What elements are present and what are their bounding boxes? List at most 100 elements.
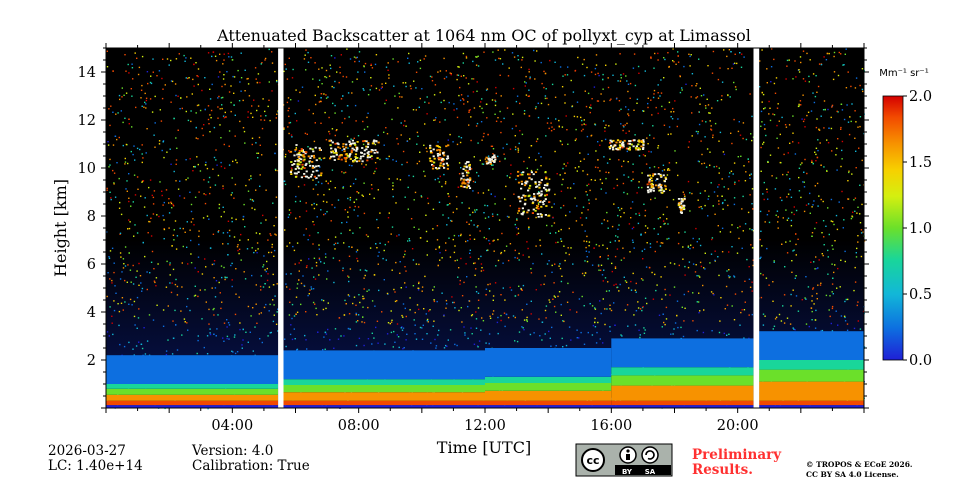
backscatter-speckle: [149, 81, 152, 84]
backscatter-speckle: [247, 83, 250, 85]
backscatter-speckle: [771, 175, 773, 177]
cloud-point: [300, 158, 303, 161]
backscatter-speckle: [728, 251, 730, 253]
cloud-point: [646, 186, 650, 189]
backscatter-speckle: [643, 248, 646, 250]
backscatter-speckle: [190, 239, 192, 242]
cloud-point: [318, 147, 321, 150]
backscatter-speckle: [517, 55, 519, 57]
backscatter-speckle: [353, 296, 356, 298]
backscatter-speckle: [668, 169, 671, 171]
backscatter-speckle: [585, 191, 587, 193]
backscatter-speckle: [386, 133, 389, 135]
backscatter-speckle: [412, 259, 415, 261]
backscatter-speckle: [730, 132, 732, 134]
cloud-point: [337, 146, 340, 149]
backscatter-speckle: [586, 173, 589, 176]
backscatter-speckle: [407, 240, 409, 242]
backscatter-speckle: [364, 62, 367, 65]
cloud-point: [539, 201, 542, 203]
backscatter-speckle: [134, 52, 136, 54]
cloud-point: [373, 151, 376, 154]
backscatter-speckle: [539, 239, 541, 241]
backscatter-speckle: [175, 248, 178, 250]
backscatter-speckle: [613, 187, 615, 189]
backscatter-speckle: [119, 201, 121, 204]
backscatter-speckle: [292, 68, 294, 71]
backscatter-speckle: [405, 270, 407, 272]
cloud-point: [369, 156, 372, 159]
backscatter-speckle: [176, 294, 179, 296]
backscatter-speckle: [407, 208, 409, 210]
backscatter-speckle: [299, 216, 301, 218]
backscatter-speckle: [150, 75, 152, 77]
backscatter-speckle: [228, 229, 231, 232]
backscatter-speckle: [185, 77, 187, 79]
boundary-layer-band: [283, 385, 485, 393]
backscatter-speckle: [535, 245, 537, 247]
backscatter-speckle: [342, 267, 344, 269]
cloud-point: [544, 198, 547, 201]
backscatter-speckle: [106, 189, 108, 191]
backscatter-speckle: [528, 71, 530, 73]
backscatter-speckle: [611, 270, 613, 273]
backscatter-speckle: [355, 314, 357, 316]
backscatter-speckle: [488, 333, 491, 335]
cloud-point: [313, 166, 316, 169]
backscatter-speckle: [818, 129, 821, 131]
backscatter-speckle: [624, 309, 627, 311]
cloud-point: [647, 174, 650, 177]
backscatter-speckle: [170, 202, 173, 205]
cloud-point: [677, 198, 681, 200]
backscatter-speckle: [328, 75, 331, 77]
backscatter-speckle: [448, 195, 450, 198]
backscatter-speckle: [454, 343, 456, 346]
backscatter-speckle: [132, 283, 135, 285]
backscatter-speckle: [500, 121, 502, 123]
backscatter-speckle: [419, 97, 421, 100]
backscatter-speckle: [499, 74, 501, 76]
backscatter-speckle: [695, 130, 698, 133]
backscatter-speckle: [712, 50, 715, 53]
backscatter-speckle: [670, 111, 672, 113]
backscatter-speckle: [692, 320, 694, 322]
backscatter-speckle: [349, 58, 352, 60]
backscatter-speckle: [847, 198, 849, 200]
backscatter-speckle: [322, 349, 324, 351]
backscatter-speckle: [668, 126, 671, 128]
backscatter-speckle: [454, 245, 456, 247]
backscatter-speckle: [459, 283, 461, 285]
cloud-point: [489, 162, 492, 165]
backscatter-speckle: [838, 51, 840, 54]
backscatter-speckle: [270, 234, 272, 237]
cloud-point: [610, 140, 613, 143]
backscatter-speckle: [544, 309, 547, 312]
backscatter-speckle: [305, 311, 307, 313]
cloud-point: [535, 207, 538, 209]
backscatter-speckle: [127, 63, 129, 66]
backscatter-speckle: [110, 197, 112, 199]
backscatter-speckle: [492, 51, 494, 53]
backscatter-speckle: [837, 74, 840, 77]
backscatter-speckle: [177, 95, 179, 97]
backscatter-speckle: [303, 175, 305, 177]
backscatter-speckle: [831, 283, 834, 285]
backscatter-speckle: [365, 164, 367, 166]
backscatter-speckle: [156, 214, 158, 216]
cloud-point: [460, 185, 463, 188]
backscatter-speckle: [427, 321, 429, 323]
backscatter-speckle: [803, 118, 806, 121]
backscatter-speckle: [558, 230, 560, 232]
backscatter-speckle: [560, 280, 563, 283]
backscatter-speckle: [141, 105, 143, 107]
backscatter-speckle: [543, 70, 545, 73]
backscatter-speckle: [122, 144, 124, 147]
backscatter-speckle: [414, 191, 417, 194]
backscatter-speckle: [737, 227, 739, 229]
backscatter-speckle: [121, 96, 123, 98]
backscatter-speckle: [845, 87, 848, 89]
backscatter-speckle: [453, 251, 456, 254]
backscatter-speckle: [812, 92, 814, 94]
backscatter-speckle: [290, 167, 293, 169]
backscatter-speckle: [273, 255, 275, 257]
